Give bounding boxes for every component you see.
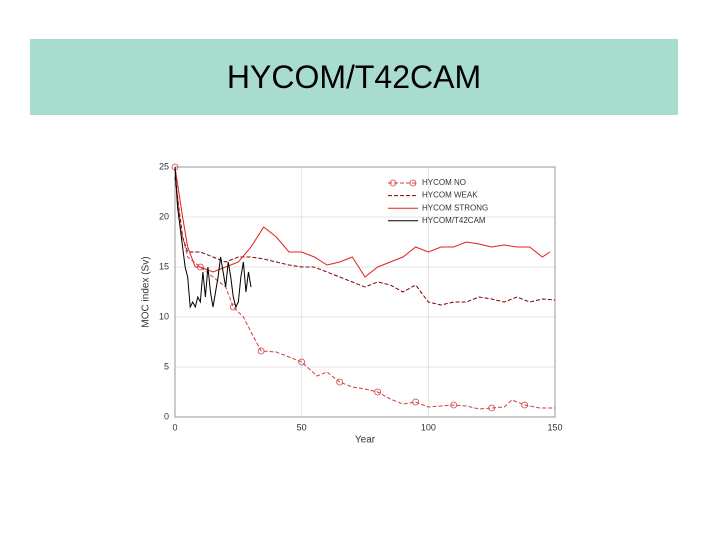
y-tick-label: 10: [159, 311, 169, 321]
y-tick-label: 5: [164, 361, 169, 371]
legend-label: HYCOM WEAK: [422, 191, 478, 200]
title-banner: HYCOM/T42CAM: [30, 39, 678, 115]
y-tick-label: 15: [159, 261, 169, 271]
series-marker: [298, 358, 306, 366]
plot-area: [175, 167, 555, 417]
legend-label: HYCOM NO: [422, 178, 466, 187]
slide-title: HYCOM/T42CAM: [226, 58, 482, 95]
y-tick-label: 0: [164, 411, 169, 421]
series-line: [174, 176, 556, 306]
legend-label: HYCOM/T42CAM: [422, 216, 486, 225]
series-marker: [412, 398, 420, 406]
y-tick-label: 20: [159, 211, 169, 221]
y-tick-label: 25: [159, 161, 169, 171]
y-axis-label: MOC index (Sv): [141, 256, 152, 327]
series-marker: [521, 401, 528, 409]
legend-marker: [409, 179, 417, 187]
x-tick-label: 0: [172, 422, 177, 432]
x-tick-label: 100: [421, 422, 436, 432]
x-tick-label: 50: [297, 422, 307, 432]
x-axis-label: Year: [355, 435, 376, 446]
series-line: [174, 166, 555, 410]
series-marker: [488, 404, 496, 412]
plot-border: [174, 166, 556, 418]
series-marker: [374, 388, 382, 396]
series-line: [174, 166, 252, 309]
series-marker: [257, 347, 265, 355]
legend-label: HYCOM STRONG: [422, 203, 488, 212]
series-marker: [336, 378, 344, 386]
series-line: [174, 166, 551, 278]
series-marker: [450, 401, 458, 409]
legend-marker: [389, 179, 397, 187]
x-tick-label: 150: [547, 422, 562, 432]
